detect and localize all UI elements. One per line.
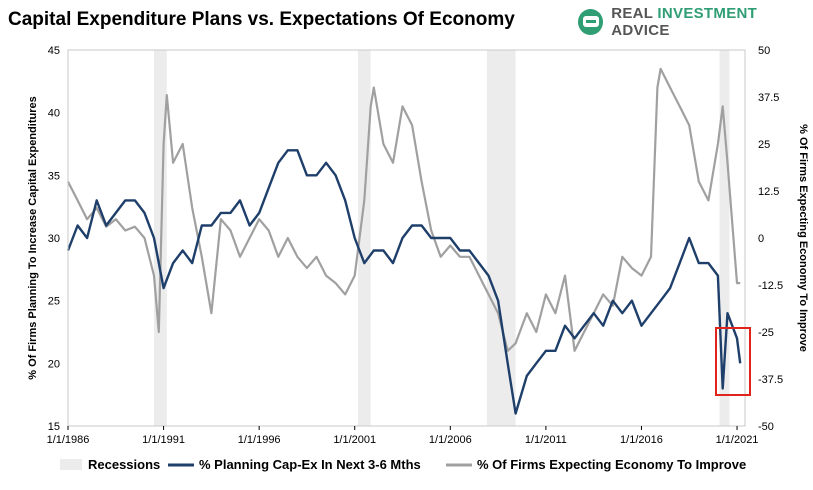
- x-axis-tick-label: 1/1/1986: [47, 434, 90, 446]
- capex-plans-line: [66, 149, 742, 415]
- right-axis-tick-label: 50: [758, 45, 770, 57]
- left-axis-ticks: 15 20 25 30 35 40 45: [48, 45, 60, 433]
- x-axis-tick-label: 1/1/2016: [620, 434, 663, 446]
- brand-name: REAL INVESTMENT ADVICE: [611, 5, 813, 39]
- right-axis-tick-label: 12.5: [758, 186, 779, 198]
- right-axis-tick-label: -25: [758, 327, 774, 339]
- brand-name-part-1: REAL: [611, 5, 658, 22]
- recession-band-4: [719, 50, 730, 426]
- x-axis-tick-label: 1/1/1996: [238, 434, 281, 446]
- x-axis-tick-label: 1/1/2001: [333, 434, 376, 446]
- right-axis-tick-label: -50: [758, 421, 774, 433]
- series-layer: [66, 67, 742, 415]
- page-title: Capital Expenditure Plans vs. Expectatio…: [8, 9, 515, 30]
- legend-label-capex: % Planning Cap-Ex In Next 3-6 Mths: [199, 457, 421, 472]
- right-axis-tick-label: -37.5: [758, 374, 783, 386]
- left-axis-tick-label: 45: [48, 45, 60, 57]
- right-axis-ticks: -50 -37.5 -25 -12.5 0 12.5 25 37.5 50: [758, 45, 783, 433]
- x-axis-tick-label: 1/1/1991: [142, 434, 185, 446]
- chat-bubble-icon: [578, 9, 604, 35]
- economy-expectations-line: [67, 67, 741, 352]
- plot-area-border: [67, 49, 746, 427]
- x-axis-tick-label: 1/1/2011: [525, 434, 567, 446]
- x-axis-ticks: 1/1/1986 1/1/1991 1/1/1996 1/1/2001 1/1/2006…: [47, 426, 759, 446]
- brand-name-part-2: INVESTMENT: [657, 5, 758, 22]
- left-axis-tick-label: 25: [48, 296, 60, 308]
- right-axis-tick-label: 0: [758, 233, 764, 245]
- left-axis-tick-label: 20: [48, 358, 60, 370]
- x-axis-tick-label: 1/1/2006: [429, 434, 472, 446]
- legend: Recessions % Planning Cap-Ex In Next 3-6…: [60, 457, 746, 472]
- left-axis-tick-label: 35: [48, 170, 60, 182]
- left-axis-tick-label: 15: [48, 421, 60, 433]
- legend-label-recessions: Recessions: [88, 457, 160, 472]
- left-axis-label: % Of Firms Planning To Increase Capital …: [27, 96, 39, 379]
- left-axis-tick-label: 30: [48, 233, 60, 245]
- left-axis-tick-label: 40: [48, 108, 60, 120]
- brand-logo: REAL INVESTMENT ADVICE: [578, 5, 813, 39]
- legend-label-expectations: % Of Firms Expecting Economy To Improve: [477, 457, 746, 472]
- right-axis-tick-label: 37.5: [758, 92, 779, 104]
- x-axis-tick-label: 1/1/2021: [716, 434, 759, 446]
- right-axis-label: % Of Firms Expecting Economy To Improve: [797, 124, 809, 352]
- right-axis-tick-label: 25: [758, 139, 770, 151]
- right-axis-tick-label: -12.5: [758, 280, 783, 292]
- legend-swatch-recessions: [60, 459, 82, 470]
- highlight-box: [715, 327, 751, 396]
- recession-band-3: [486, 50, 516, 426]
- brand-name-part-3: ADVICE: [611, 22, 670, 39]
